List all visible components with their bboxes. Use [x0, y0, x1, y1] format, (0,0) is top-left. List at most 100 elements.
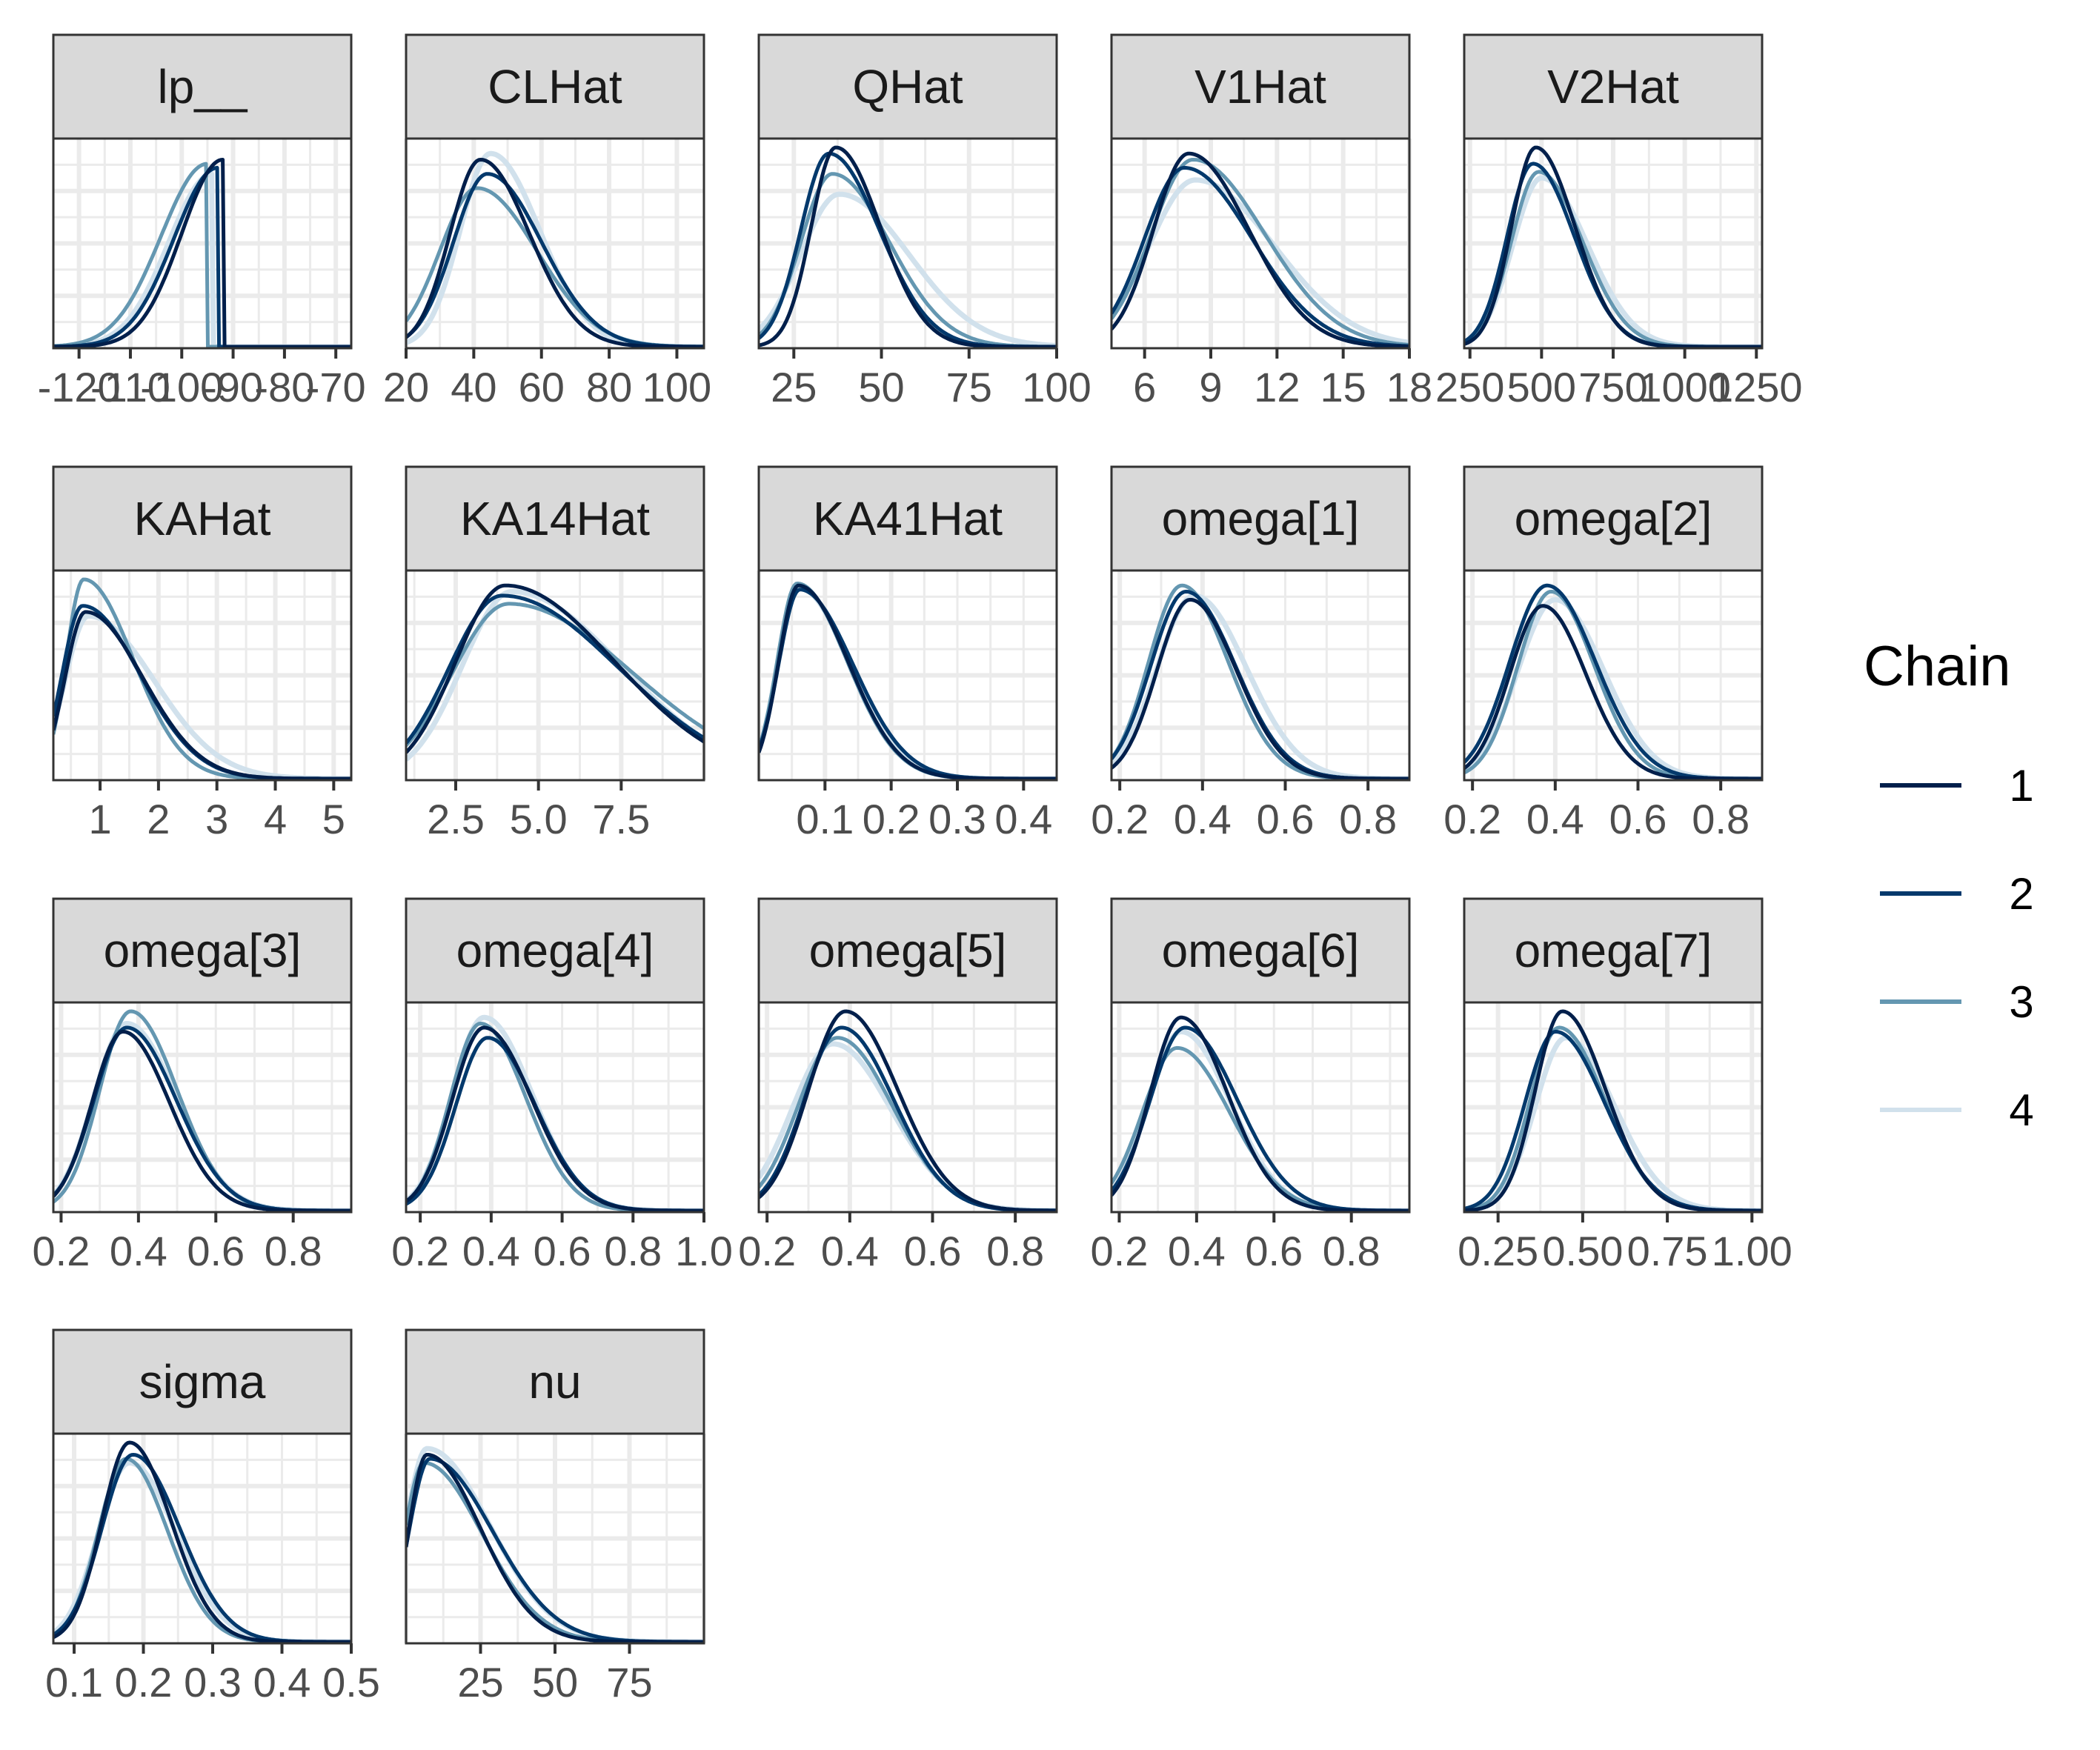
panel-title: omega[1]	[1162, 492, 1360, 545]
x-tick-label: -120	[38, 364, 121, 410]
x-tick-label: 100	[642, 364, 711, 410]
panel-border	[1463, 1001, 1764, 1214]
panel-omega2: omega[2] 0.2 0.4 0.6 0.8	[1443, 465, 1764, 842]
x-tick-label: 0.6	[904, 1228, 962, 1274]
panel-strip	[757, 33, 1058, 140]
x-tick-label: 6	[1133, 364, 1156, 410]
x-tick-label: 0.4	[994, 796, 1052, 842]
panel-title: KAHat	[134, 492, 271, 545]
x-tick-label: -100	[140, 364, 223, 410]
density-line-chain-1	[759, 583, 1057, 780]
panel-border	[52, 1432, 353, 1645]
x-tick-label: 0.8	[1323, 1228, 1380, 1274]
x-axis: 2.5 5.0 7.5	[427, 780, 650, 842]
x-tick-label: 0.2	[863, 796, 920, 842]
panel-border	[405, 1001, 705, 1214]
panel-omega1: omega[1] 0.2 0.4 0.6 0.8	[1091, 465, 1411, 842]
panel-kahat: KAHat 1 2 3 4 5	[52, 465, 353, 842]
panel-omega3: omega[3] 0.2 0.4 0.6 0.8	[33, 897, 353, 1274]
x-axis: -120-110-100-90-80-70	[38, 348, 366, 410]
x-tick-label: 0.6	[1245, 1228, 1303, 1274]
panel-title: CLHat	[488, 60, 622, 113]
x-tick-label: 50	[532, 1659, 578, 1706]
density-curves	[53, 1009, 351, 1212]
legend-label: 3	[2009, 977, 2033, 1027]
x-tick-label: 0.4	[462, 1228, 520, 1274]
x-tick-label: 4	[264, 796, 287, 842]
panel-title: V2Hat	[1547, 60, 1679, 113]
panel-border	[52, 1001, 353, 1214]
chain-legend: Chain 1 2 3 4	[1864, 635, 2034, 1135]
x-axis: 0.2 0.4 0.6 0.8 1.0	[391, 1212, 733, 1274]
density-curves	[406, 1014, 704, 1212]
x-tick-label: 75	[606, 1659, 652, 1706]
x-tick-label: 40	[451, 364, 496, 410]
x-tick-label: 0.4	[110, 1228, 167, 1274]
density-curves	[53, 1440, 351, 1643]
density-curves	[53, 577, 351, 780]
x-tick-label: 5.0	[510, 796, 568, 842]
x-tick-label: 0.2	[1443, 796, 1501, 842]
x-tick-label: -80	[254, 364, 314, 410]
x-tick-label: 75	[946, 364, 992, 410]
x-tick-label: 0.8	[1339, 796, 1397, 842]
x-tick-label: 2	[147, 796, 170, 842]
panel-border	[405, 569, 705, 782]
x-tick-label: 1	[88, 796, 111, 842]
panel-title: KA14Hat	[460, 492, 650, 545]
panel-title: sigma	[139, 1355, 266, 1408]
x-tick-label: 1250	[1710, 364, 1803, 410]
panel-omega5: omega[5] 0.2 0.4 0.6 0.8	[738, 897, 1058, 1274]
density-curves	[1464, 583, 1762, 780]
density-line-chain-1	[1112, 151, 1409, 348]
panel-border	[52, 137, 353, 350]
x-tick-label: 0.4	[1174, 796, 1232, 842]
panel-clhat: CLHat 20 40 60 80 100	[383, 33, 711, 410]
density-curves	[759, 1009, 1057, 1212]
panel-title: KA41Hat	[813, 492, 1003, 545]
panel-title: V1Hat	[1194, 60, 1326, 113]
panel-strip	[757, 465, 1058, 572]
panel-strip	[1463, 465, 1764, 572]
legend-label: 2	[2009, 869, 2033, 919]
x-tick-label: 0.2	[115, 1659, 173, 1706]
density-curves	[406, 150, 704, 348]
panel-strip	[1463, 897, 1764, 1004]
x-axis: 0.2 0.4 0.6 0.8	[33, 1212, 322, 1274]
x-tick-label: 15	[1320, 364, 1366, 410]
density-line-chain-1	[1464, 145, 1762, 348]
panel-strip	[405, 1328, 705, 1435]
panel-title: omega[6]	[1162, 924, 1360, 977]
panel-omega7: omega[7] 0.25 0.50 0.75 1.00	[1458, 897, 1792, 1274]
x-axis: 20 40 60 80 100	[383, 348, 711, 410]
panel-nu: nu 25 50 75	[404, 1328, 706, 1706]
x-tick-label: -110	[90, 364, 170, 410]
x-tick-label: 0.4	[821, 1228, 879, 1274]
x-tick-label: 0.2	[391, 1228, 449, 1274]
density-curves	[406, 1445, 704, 1643]
x-tick-label: 0.6	[187, 1228, 245, 1274]
grid	[53, 1002, 351, 1212]
density-line-chain-1	[53, 1440, 351, 1643]
x-tick-label: 3	[205, 796, 228, 842]
legend-item-chain-1: 1	[1880, 761, 2034, 811]
panel-strip	[405, 897, 705, 1004]
legend-items: 1 2 3 4	[1880, 761, 2034, 1135]
legend-label: 4	[2009, 1085, 2033, 1135]
panel-border	[757, 137, 1058, 350]
x-tick-label: 0.8	[986, 1228, 1044, 1274]
x-axis: 0.1 0.2 0.3 0.4	[796, 780, 1052, 842]
density-line-chain-1	[1464, 1009, 1762, 1212]
x-tick-label: 750	[1578, 364, 1647, 410]
panel-sigma: sigma 0.1 0.2 0.3 0.4 0.5	[45, 1328, 380, 1706]
density-line-chain-1	[406, 583, 704, 754]
x-tick-label: 0.6	[1257, 796, 1315, 842]
x-tick-label: 7.5	[592, 796, 650, 842]
x-axis: 0.2 0.4 0.6 0.8	[1091, 780, 1397, 842]
panel-title: omega[3]	[104, 924, 302, 977]
x-tick-label: 60	[519, 364, 565, 410]
panel-ka14hat: KA14Hat 2.5 5.0 7.5	[405, 465, 706, 842]
x-axis: 0.25 0.50 0.75 1.00	[1458, 1212, 1792, 1274]
panel-title: lp__	[158, 60, 248, 113]
panel-border	[757, 1001, 1058, 1214]
